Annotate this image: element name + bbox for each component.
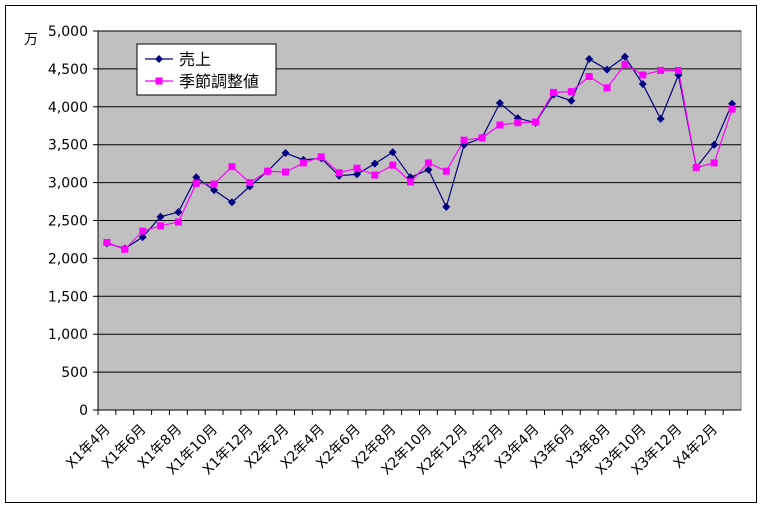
- marker: [352, 170, 361, 179]
- marker: [192, 173, 201, 182]
- marker: [692, 163, 700, 171]
- marker: [388, 148, 397, 157]
- marker: [532, 118, 540, 126]
- marker: [155, 55, 163, 63]
- marker: [567, 96, 576, 105]
- marker: [299, 159, 307, 167]
- marker: [495, 99, 504, 108]
- marker: [478, 134, 486, 142]
- marker: [210, 186, 219, 195]
- marker: [638, 80, 647, 89]
- marker: [210, 180, 218, 188]
- marker: [621, 60, 629, 68]
- marker: [442, 202, 451, 211]
- marker: [460, 136, 468, 144]
- y-tick-label: 3,000: [48, 176, 88, 192]
- legend-box: [136, 43, 277, 96]
- marker: [353, 164, 361, 172]
- marker: [155, 77, 163, 85]
- marker: [674, 66, 682, 74]
- marker: [710, 159, 718, 167]
- marker: [264, 167, 272, 175]
- y-tick-label: 4,500: [48, 62, 88, 78]
- marker: [335, 169, 343, 177]
- marker: [246, 179, 254, 187]
- marker: [407, 178, 415, 186]
- marker: [138, 233, 147, 242]
- marker: [228, 163, 236, 171]
- marker: [496, 121, 504, 129]
- legend-label: 売上: [179, 50, 211, 69]
- y-tick-label: 2,500: [48, 214, 88, 230]
- y-unit-label: 万: [24, 32, 38, 48]
- y-tick-label: 4,000: [48, 100, 88, 116]
- y-tick-label: 500: [61, 365, 88, 381]
- legend-label: 季節調整値: [179, 72, 259, 91]
- marker: [121, 245, 129, 253]
- marker: [514, 119, 522, 127]
- marker: [639, 71, 647, 79]
- marker: [603, 65, 612, 74]
- y-tick-label: 3,500: [48, 138, 88, 154]
- marker: [157, 222, 165, 230]
- marker: [156, 212, 165, 221]
- marker: [585, 55, 594, 64]
- marker: [317, 153, 325, 161]
- y-tick-label: 2,000: [48, 251, 88, 267]
- marker: [656, 114, 665, 123]
- marker: [282, 168, 290, 176]
- marker: [424, 159, 432, 167]
- marker: [657, 66, 665, 74]
- marker: [227, 198, 236, 207]
- marker: [620, 52, 629, 61]
- marker: [442, 167, 450, 175]
- y-tick-label: 1,500: [48, 289, 88, 305]
- marker: [728, 105, 736, 113]
- marker: [281, 149, 290, 158]
- marker: [174, 208, 183, 217]
- marker: [549, 88, 557, 96]
- marker: [139, 227, 147, 235]
- marker: [389, 161, 397, 169]
- marker: [370, 159, 379, 168]
- y-tick-label: 5,000: [48, 24, 88, 40]
- marker: [567, 88, 575, 96]
- y-tick-label: 0: [79, 403, 88, 419]
- marker: [603, 84, 611, 92]
- marker: [585, 72, 593, 80]
- marker: [424, 165, 433, 174]
- marker: [192, 179, 200, 187]
- marker: [103, 238, 111, 246]
- marker: [710, 140, 719, 149]
- marker: [371, 171, 379, 179]
- marker: [174, 218, 182, 226]
- y-tick-label: 1,000: [48, 327, 88, 343]
